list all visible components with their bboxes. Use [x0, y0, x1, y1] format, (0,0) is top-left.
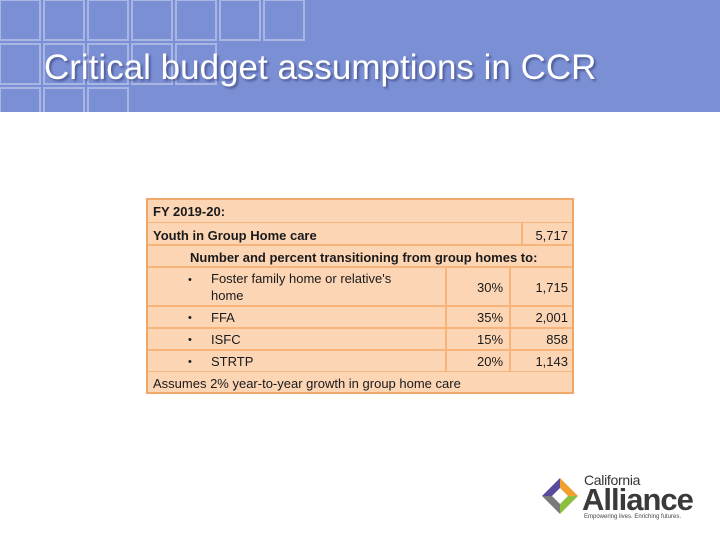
table-row: • STRTP	[148, 350, 446, 372]
row-label-cont: home	[211, 288, 244, 303]
row-count: 858	[510, 328, 572, 350]
row-label: FFA	[211, 310, 235, 325]
bullet: •	[188, 312, 192, 324]
row-label: ISFC	[211, 332, 241, 347]
row-percent: 35%	[446, 306, 510, 328]
fy-label: FY 2019-20:	[153, 204, 226, 219]
bullet: •	[188, 274, 192, 286]
row-label: Foster family home or relative's	[211, 271, 392, 286]
title-banner: Critical budget assumptions in CCR	[0, 0, 720, 112]
table-row: • Foster family home or relative's home	[148, 267, 446, 306]
row-percent: 20%	[446, 350, 510, 372]
bullet: •	[188, 334, 192, 346]
bullet: •	[188, 356, 192, 368]
logo-line2: Alliance	[582, 482, 694, 517]
table-footnote: Assumes 2% year-to-year growth in group …	[153, 376, 461, 391]
row-count: 2,001	[510, 306, 572, 328]
banner-pattern	[0, 0, 305, 112]
logo-tagline: Empowering lives. Enriching futures.	[584, 514, 682, 520]
logo-line1: California	[584, 472, 641, 488]
slide-title: Critical budget assumptions in CCR	[44, 48, 597, 87]
table-row: • ISFC	[148, 328, 446, 350]
transition-header: Number and percent transitioning from gr…	[148, 245, 572, 267]
youth-label: Youth in Group Home care	[148, 222, 522, 245]
row-label: STRTP	[211, 354, 254, 369]
california-alliance-logo: California Alliance Empowering lives. En…	[540, 472, 710, 528]
youth-value: 5,717	[522, 222, 572, 245]
alliance-diamond-icon	[542, 478, 578, 514]
budget-table: FY 2019-20: Youth in Group Home care 5,7…	[146, 198, 574, 394]
table-row: • FFA	[148, 306, 446, 328]
row-count: 1,143	[510, 350, 572, 372]
row-count: 1,715	[510, 267, 572, 306]
row-percent: 15%	[446, 328, 510, 350]
row-percent: 30%	[446, 267, 510, 306]
